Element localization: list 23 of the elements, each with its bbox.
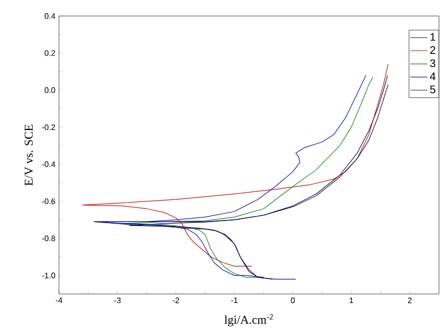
legend-label: 4 [430,72,436,80]
x-tick-label: 1 [350,298,354,304]
y-axis-title: E/V vs. SCE [24,124,33,186]
legend-label: 1 [430,33,436,41]
y-tick-label: 0.4 [44,13,56,19]
x-tick-label: -4 [56,298,62,304]
y-tick-label: -0.2 [42,124,56,130]
x-tick-label: -3 [114,298,121,304]
legend-label: 3 [430,59,436,68]
y-tick-label: -0.6 [42,198,56,204]
y-tick-label: -0.8 [42,236,56,242]
x-tick-label: -1 [231,298,238,304]
x-tick-label: 0 [290,298,295,304]
x-axis-title: lgi/A.cm$^{-2}$ [224,314,273,326]
legend-label: 2 [430,46,436,54]
x-tick-label: -2 [172,298,180,304]
y-tick-label: -0.4 [42,161,56,168]
y-tick-label: -1.0 [42,272,56,278]
legend-label: 5 [430,86,436,94]
y-tick-label: 0.2 [44,50,56,56]
x-tick-label: 2 [408,298,412,304]
line-series [82,64,388,266]
y-tick-label: 0.0 [44,87,56,93]
